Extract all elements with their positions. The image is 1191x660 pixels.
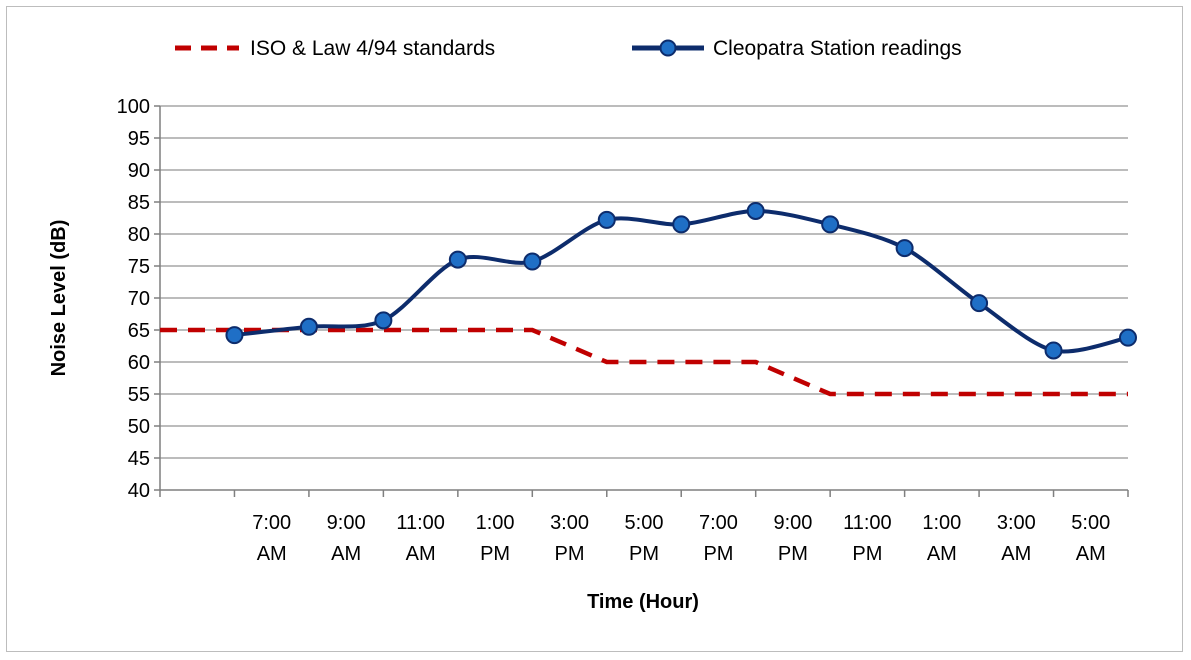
y-tick-label: 45: [128, 448, 150, 470]
standards-line: [160, 327, 1128, 397]
x-tick-label: PM: [555, 543, 585, 565]
y-tick-label: 50: [128, 416, 150, 438]
y-axis-title: Noise Level (dB): [48, 220, 70, 377]
x-tick-label: 1:00: [922, 512, 961, 534]
readings-point: [299, 317, 318, 336]
y-tick-label: 75: [128, 256, 150, 278]
noise-level-line-chart: 40 45 50 55 60 65 70 75 80 85 90 95 100 7:00 AM 9:00 AM…: [48, 37, 1137, 613]
readings-point: [746, 201, 765, 220]
x-tick-label: 5:00: [1071, 512, 1110, 534]
x-tick-label: AM: [927, 543, 957, 565]
y-tick-label: 60: [128, 352, 150, 374]
x-tick-label: 1:00: [476, 512, 515, 534]
y-tick-labels: 40 45 50 55 60 65 70 75 80 85 90 95 100: [117, 96, 150, 502]
legend-standards-label: ISO & Law 4/94 standards: [250, 37, 495, 60]
y-tick-label: 95: [128, 128, 150, 150]
x-tick-label: AM: [257, 543, 287, 565]
y-tick-label: 90: [128, 160, 150, 182]
x-tick-label: AM: [1001, 543, 1031, 565]
x-tick-label: 3:00: [550, 512, 589, 534]
readings-point: [821, 215, 840, 234]
gridlines: [160, 105, 1128, 459]
readings-point: [1119, 328, 1137, 347]
y-tick-label: 55: [128, 384, 150, 406]
x-tick-label: 3:00: [997, 512, 1036, 534]
readings-point: [597, 210, 616, 229]
standards-series: [160, 327, 1128, 397]
readings-point: [225, 326, 244, 345]
y-tick-label: 70: [128, 288, 150, 310]
x-tick-label: 7:00: [699, 512, 738, 534]
readings-point: [448, 250, 467, 269]
readings-point: [895, 239, 914, 258]
legend-readings-marker: [659, 39, 677, 57]
x-tick-label: 11:00: [396, 512, 445, 534]
x-tick-label: 7:00: [252, 512, 291, 534]
x-tick-label: AM: [331, 543, 361, 565]
x-tick-label: 11:00: [843, 512, 892, 534]
x-axis-title: Time (Hour): [587, 591, 699, 613]
readings-series: [225, 201, 1137, 360]
x-tick-label: PM: [852, 543, 882, 565]
x-tick-label: PM: [703, 543, 733, 565]
readings-point: [672, 215, 691, 234]
legend-readings-label: Cleopatra Station readings: [713, 37, 962, 60]
chart-frame: 40 45 50 55 60 65 70 75 80 85 90 95 100 7:00 AM 9:00 AM…: [6, 6, 1183, 652]
x-tick-label: PM: [778, 543, 808, 565]
readings-point: [523, 252, 542, 271]
legend: ISO & Law 4/94 standards Cleopatra Stati…: [175, 37, 962, 60]
y-tick-label: 80: [128, 224, 150, 246]
axes: [154, 105, 1129, 497]
x-tick-label: 9:00: [773, 512, 812, 534]
y-tick-label: 65: [128, 320, 150, 342]
y-tick-label: 85: [128, 192, 150, 214]
x-tick-labels: 7:00 AM 9:00 AM 11:00 AM 1:00 PM 3:00 PM 5:00 PM 7:0…: [252, 512, 1110, 565]
x-tick-label: AM: [406, 543, 436, 565]
x-tick-label: AM: [1076, 543, 1106, 565]
readings-point: [1044, 341, 1063, 360]
y-tick-label: 100: [117, 96, 150, 118]
readings-point: [970, 294, 989, 313]
x-tick-label: PM: [480, 543, 510, 565]
x-tick-label: PM: [629, 543, 659, 565]
y-tick-label: 40: [128, 480, 150, 502]
readings-point: [374, 311, 393, 330]
x-tick-label: 5:00: [625, 512, 664, 534]
x-tick-label: 9:00: [327, 512, 366, 534]
